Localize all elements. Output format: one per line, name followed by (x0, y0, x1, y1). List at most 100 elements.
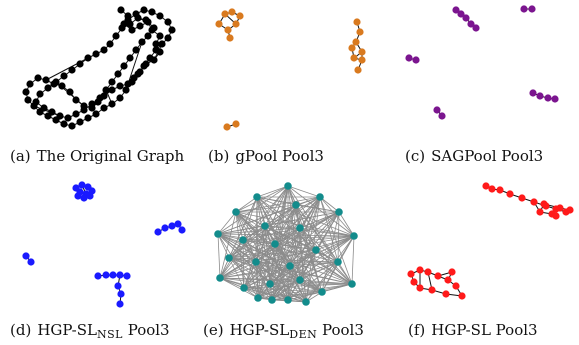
graph-edge (257, 279, 301, 299)
caption-a-tag: (a) (10, 147, 31, 165)
graph-node (40, 104, 48, 112)
graph-node (68, 66, 76, 74)
graph-node (253, 193, 261, 201)
graph-node (126, 54, 134, 62)
graph-node (254, 294, 262, 302)
graph-node (114, 282, 122, 290)
graph-node (448, 268, 456, 276)
graph-node (296, 276, 304, 284)
graph-node (438, 112, 446, 120)
graph-edge (295, 204, 317, 251)
graph-edge (287, 185, 321, 198)
graph-node (518, 194, 526, 202)
graph-node (116, 300, 124, 308)
graph-edge (217, 233, 230, 259)
graph-node (109, 271, 117, 279)
graph-edge (235, 211, 355, 237)
graph-edge (287, 185, 355, 237)
graph-edge (228, 243, 276, 259)
graph-node (134, 70, 142, 78)
graph-node (116, 271, 124, 279)
graph-node (158, 40, 166, 48)
graph-node (114, 70, 122, 78)
graph-node (132, 46, 140, 54)
graph-node (358, 48, 366, 56)
graph-node (405, 54, 413, 62)
graph-node (472, 24, 480, 32)
graph-edge (217, 233, 355, 237)
graph-edge (338, 211, 355, 237)
graph-node (140, 6, 148, 14)
graph-edge (217, 204, 297, 235)
graph-node (506, 190, 514, 198)
graph-node (312, 246, 320, 254)
graph-edge (242, 239, 323, 293)
graph-node (452, 282, 460, 290)
graph-node (424, 268, 432, 276)
graph-edge (274, 235, 355, 245)
graph-node (544, 94, 552, 102)
graph-node (22, 252, 30, 260)
graph-edge (319, 196, 340, 213)
graph-node (261, 222, 269, 230)
graph-edge (243, 261, 257, 289)
graph-node (140, 62, 148, 70)
graph-node (56, 112, 64, 120)
caption-d-subscript: NSL (96, 328, 123, 341)
graph-node (416, 284, 424, 292)
graph-node (164, 18, 172, 26)
graph-node (354, 66, 362, 74)
graph-node (318, 288, 326, 296)
graph-node (316, 193, 324, 201)
graph-node (27, 258, 35, 266)
graph-edge (219, 277, 353, 285)
caption-e-subscript: DEN (289, 328, 318, 341)
caption-a-name: The Original Graph (36, 147, 185, 165)
graph-edge (315, 249, 339, 263)
caption-e-tag: (e) (203, 321, 224, 339)
graph-edge (264, 225, 355, 237)
graph-node (292, 201, 300, 209)
graph-node (302, 298, 310, 306)
caption-a: (a) The Original Graph (10, 147, 184, 165)
graph-node (88, 100, 96, 108)
graph-edge (289, 265, 323, 293)
graph-node (68, 122, 76, 130)
graph-node (117, 6, 125, 14)
graph-node (122, 86, 130, 94)
graph-node (80, 194, 88, 202)
graph-node (410, 278, 418, 286)
graph-node (94, 272, 102, 280)
graph-node (36, 90, 44, 98)
graph-node (168, 222, 176, 230)
graph-node (42, 76, 50, 84)
graph-node (528, 5, 536, 13)
caption-b-name: gPool Pool3 (235, 147, 324, 165)
graph-node (144, 32, 152, 40)
graph-node (44, 84, 52, 92)
graph-node (552, 212, 560, 220)
graph-node (120, 62, 128, 70)
graph-node (74, 192, 82, 200)
graph-node (225, 254, 233, 262)
graph-node (224, 26, 232, 34)
graph-node (96, 94, 104, 102)
caption-c-name: SAGPool Pool3 (431, 147, 544, 165)
graph-edge (242, 227, 301, 241)
graph-node (152, 40, 160, 48)
graph-node (142, 16, 150, 24)
graph-node (78, 181, 86, 189)
graph-edge (351, 235, 355, 285)
caption-c: (c) SAGPool Pool3 (405, 147, 543, 165)
graph-node (240, 284, 248, 292)
graph-edge (219, 265, 291, 279)
graph-edge (228, 204, 297, 259)
caption-f-tag: (f) (408, 321, 426, 339)
graph-edge (217, 233, 221, 279)
graph-node (152, 46, 160, 54)
graph-node (106, 40, 114, 48)
graph-node (112, 32, 120, 40)
